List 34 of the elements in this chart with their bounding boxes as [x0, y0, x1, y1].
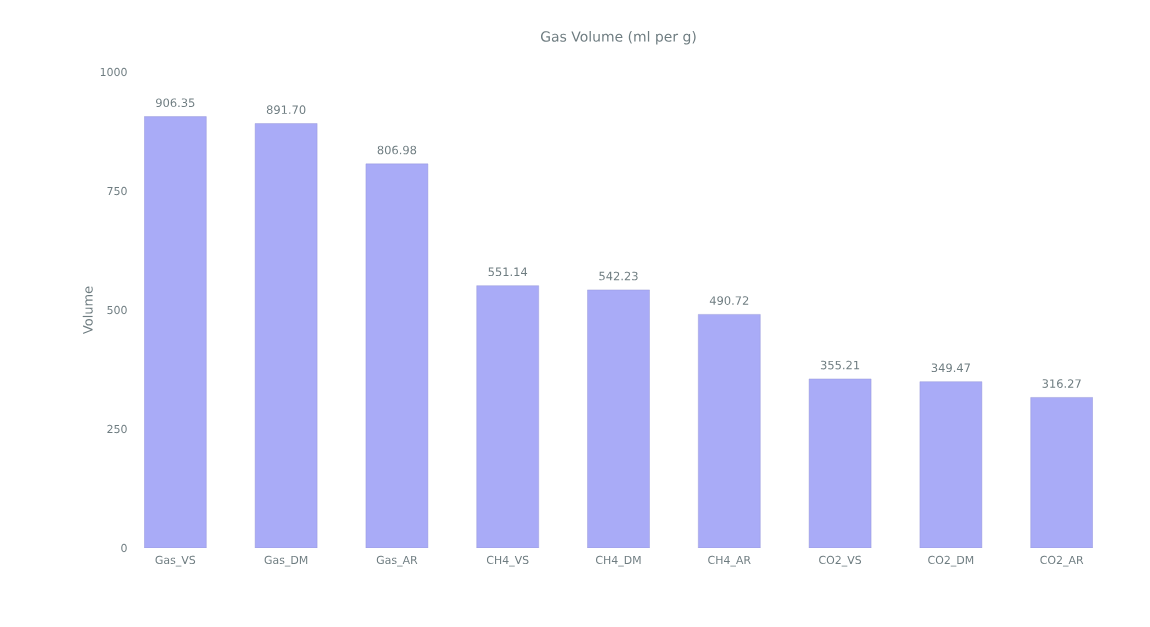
x-tick-label: CH4_DM	[596, 555, 641, 567]
data-label: 806.98	[377, 145, 417, 155]
x-tick-label: CO2_VS	[819, 555, 862, 567]
bar	[476, 285, 539, 548]
bar	[365, 163, 429, 548]
data-label: 349.47	[931, 363, 970, 373]
data-label: 355.21	[820, 360, 860, 370]
y-tick-label: 750	[107, 186, 127, 196]
data-label: 906.35	[156, 98, 195, 108]
bar	[698, 314, 761, 548]
bar	[144, 116, 207, 548]
data-label: 891.70	[266, 105, 306, 115]
x-tick-label: CO2_DM	[928, 555, 974, 567]
bar	[587, 289, 650, 548]
y-axis-title: Volume	[82, 286, 93, 334]
x-tick-label: Gas_DM	[264, 555, 308, 567]
bar	[919, 381, 983, 548]
y-tick-label: 1000	[100, 67, 127, 77]
y-tick-label: 250	[107, 424, 127, 434]
bar	[254, 123, 318, 548]
y-tick-label: 0	[121, 543, 127, 553]
chart-title: Gas Volume (ml per g)	[540, 30, 696, 45]
x-tick-label: CO2_AR	[1040, 555, 1084, 567]
y-tick-label: 500	[107, 305, 127, 315]
data-label: 551.14	[488, 267, 528, 277]
x-tick-label: CH4_AR	[708, 555, 751, 567]
bar	[808, 378, 872, 548]
x-tick-label: Gas_VS	[155, 555, 196, 567]
bar	[1030, 397, 1093, 548]
data-label: 542.23	[599, 271, 638, 281]
data-label: 490.72	[709, 296, 749, 305]
x-tick-label: Gas_AR	[376, 555, 418, 567]
x-tick-label: CH4_VS	[486, 555, 529, 567]
data-label: 316.27	[1042, 379, 1081, 388]
